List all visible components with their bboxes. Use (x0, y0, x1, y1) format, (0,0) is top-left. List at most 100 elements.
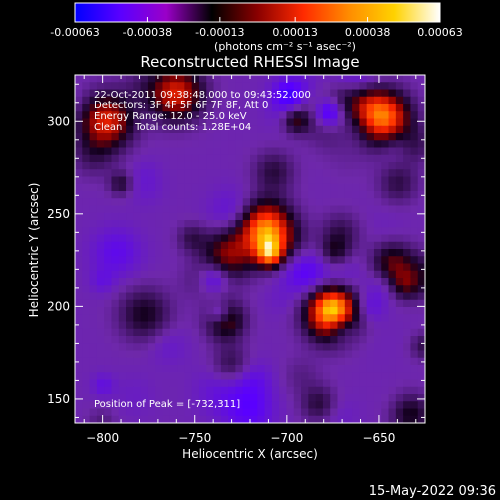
heatmap-cell (89, 365, 98, 373)
heatmap-cell (228, 176, 237, 185)
heatmap-cell (337, 328, 346, 337)
heatmap-cell (271, 307, 280, 315)
heatmap-cell (206, 118, 215, 127)
heatmap-cell (228, 220, 237, 228)
heatmap-cell (337, 183, 346, 192)
heatmap-cell (381, 111, 390, 120)
heatmap-cell (184, 321, 193, 330)
heatmap-cell (388, 234, 397, 243)
heatmap-cell (286, 365, 295, 373)
heatmap-cell (271, 256, 280, 265)
heatmap-cell (206, 220, 215, 228)
heatmap-cell (315, 270, 324, 279)
heatmap-cell (250, 256, 258, 265)
heatmap-cell (359, 169, 368, 178)
heatmap-cell (162, 234, 171, 243)
heatmap-cell (322, 249, 331, 257)
heatmap-cell (395, 394, 404, 402)
heatmap-cell (271, 96, 280, 105)
heatmap-cell (352, 285, 360, 294)
heatmap-cell (198, 125, 207, 134)
heatmap-cell (235, 270, 244, 279)
heatmap-cell (177, 249, 185, 257)
heatmap-cell (220, 140, 229, 149)
heatmap-cell (147, 285, 156, 294)
heatmap-cell (395, 307, 404, 315)
heatmap-cell (118, 140, 127, 149)
heatmap-cell (133, 386, 142, 395)
heatmap-cell (279, 314, 288, 323)
heatmap-cell (184, 140, 193, 149)
heatmap-cell (330, 379, 339, 388)
heatmap-cell (75, 118, 83, 127)
heatmap-cell (155, 169, 164, 178)
heatmap-cell (250, 372, 258, 381)
heatmap-cell (184, 75, 193, 83)
heatmap-cell (198, 278, 207, 286)
heatmap-cell (75, 111, 83, 120)
heatmap-cell (337, 241, 346, 250)
heatmap-cell (198, 321, 207, 330)
heatmap-cell (155, 140, 164, 149)
heatmap-cell (213, 336, 222, 344)
heatmap-cell (89, 205, 98, 214)
heatmap-cell (366, 154, 375, 163)
heatmap-cell (169, 357, 178, 366)
heatmap-cell (366, 270, 375, 279)
heatmap-cell (337, 118, 346, 127)
heatmap-cell (286, 408, 295, 417)
heatmap-cell (330, 169, 339, 178)
heatmap-cell (235, 249, 244, 257)
heatmap-cell (395, 365, 404, 373)
heatmap-cell (126, 336, 134, 344)
heatmap-cell (206, 162, 215, 170)
heatmap-cell (330, 270, 339, 279)
heatmap-cell (111, 147, 120, 156)
heatmap-cell (257, 379, 266, 388)
heatmap-cell (191, 394, 200, 402)
heatmap-cell (162, 176, 171, 185)
heatmap-cell (410, 198, 419, 207)
heatmap-cell (242, 154, 251, 163)
heatmap-cell (147, 415, 156, 423)
heatmap-cell (279, 220, 288, 228)
heatmap-cell (301, 111, 309, 120)
heatmap-cell (162, 357, 171, 366)
heatmap-cell (373, 169, 382, 178)
heatmap-cell (330, 401, 339, 410)
heatmap-cell (184, 372, 193, 381)
heatmap-cell (213, 292, 222, 301)
heatmap-cell (228, 162, 237, 170)
heatmap-cell (403, 241, 412, 250)
heatmap-cell (177, 133, 185, 141)
heatmap-cell (250, 104, 258, 112)
heatmap-cell (264, 249, 273, 257)
heatmap-cell (184, 249, 193, 257)
heatmap-cell (271, 75, 280, 83)
heatmap-cell (410, 212, 419, 221)
heatmap-cell (271, 220, 280, 228)
heatmap-cell (373, 415, 382, 423)
heatmap-cell (410, 336, 419, 344)
heatmap-cell (403, 118, 412, 127)
heatmap-cell (162, 408, 171, 417)
heatmap-cell (89, 321, 98, 330)
heatmap-cell (344, 183, 353, 192)
heatmap-cell (169, 307, 178, 315)
heatmap-cell (177, 278, 185, 286)
heatmap-cell (198, 270, 207, 279)
heatmap-cell (242, 133, 251, 141)
heatmap-cell (206, 415, 215, 423)
heatmap-cell (177, 372, 185, 381)
heatmap-cell (293, 111, 302, 120)
heatmap-cell (322, 125, 331, 134)
heatmap-cell (228, 249, 237, 257)
heatmap-cell (111, 191, 120, 199)
heatmap-cell (213, 278, 222, 286)
heatmap-cell (177, 321, 185, 330)
heatmap-cell (118, 133, 127, 141)
heatmap-cell (191, 75, 200, 83)
heatmap-cell (381, 220, 390, 228)
heatmap-cell (184, 307, 193, 315)
heatmap-cell (301, 118, 309, 127)
